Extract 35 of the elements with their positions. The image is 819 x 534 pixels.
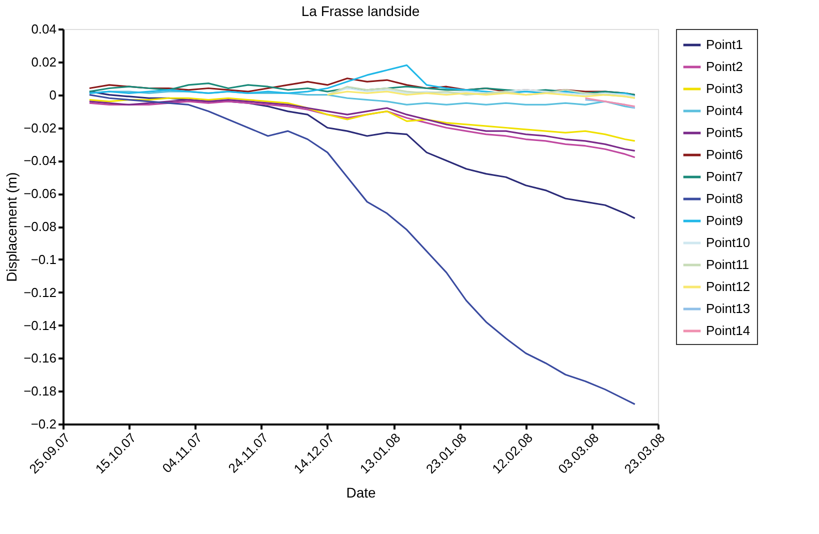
line-series xyxy=(88,90,636,220)
y-tick-label: −0.2 xyxy=(30,416,56,432)
y-tick-label: −0.16 xyxy=(24,350,56,366)
y-tick-label: −0.12 xyxy=(24,284,56,300)
legend-label: Point6 xyxy=(706,147,743,162)
chart-title: La Frasse landside xyxy=(301,3,420,19)
y-tick-label: 0 xyxy=(49,87,56,102)
legend-label: Point4 xyxy=(706,103,743,118)
y-tick-label: −0.14 xyxy=(24,318,56,333)
line-series xyxy=(88,94,636,406)
y-tick-label: −0.06 xyxy=(24,186,56,202)
legend-label: Point7 xyxy=(706,169,743,184)
y-tick-label: −0.1 xyxy=(30,252,56,267)
line-series xyxy=(326,90,636,99)
y-tick-label: −0.08 xyxy=(24,219,56,234)
legend-label: Point8 xyxy=(706,191,743,206)
y-tick-label: 0.04 xyxy=(31,22,56,36)
x-axis-title: Date xyxy=(346,484,376,500)
legend-label: Point9 xyxy=(706,213,743,228)
legend-label: Point11 xyxy=(706,257,750,272)
legend-label: Point12 xyxy=(706,279,750,294)
legend-label: Point10 xyxy=(706,235,750,250)
y-tick-label: −0.04 xyxy=(24,153,56,168)
line-series xyxy=(88,97,636,142)
legend-label: Point5 xyxy=(706,125,743,140)
line-series xyxy=(88,64,636,98)
legend-label: Point14 xyxy=(706,323,750,338)
y-axis-title: Displacement (m) xyxy=(4,172,20,282)
y-tick-label: −0.02 xyxy=(24,120,56,136)
legend-label: Point1 xyxy=(706,37,743,52)
legend-label: Point2 xyxy=(706,59,743,74)
legend-label: Point3 xyxy=(706,81,743,96)
y-tick-label: −0.18 xyxy=(24,384,56,399)
legend-label: Point13 xyxy=(706,301,750,316)
y-tick-label: 0.02 xyxy=(31,54,56,70)
